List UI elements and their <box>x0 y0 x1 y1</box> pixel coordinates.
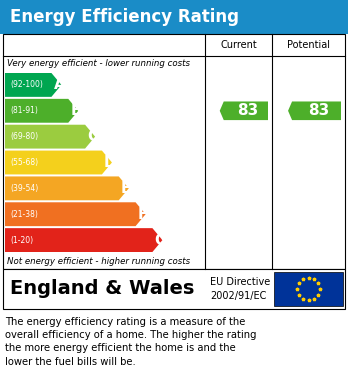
Text: Energy Efficiency Rating: Energy Efficiency Rating <box>10 8 239 26</box>
Text: B: B <box>70 103 82 118</box>
Text: E: E <box>121 181 131 196</box>
Text: (1-20): (1-20) <box>10 235 33 245</box>
Text: (81-91): (81-91) <box>10 106 38 115</box>
Polygon shape <box>5 99 78 123</box>
Text: Potential: Potential <box>287 40 330 50</box>
Text: A: A <box>54 77 65 92</box>
Text: 83: 83 <box>308 103 329 118</box>
Text: The energy efficiency rating is a measure of the
overall efficiency of a home. T: The energy efficiency rating is a measur… <box>5 317 256 367</box>
Polygon shape <box>5 202 145 226</box>
Text: England & Wales: England & Wales <box>10 280 195 298</box>
Text: 2002/91/EC: 2002/91/EC <box>210 291 266 301</box>
Text: (55-68): (55-68) <box>10 158 38 167</box>
Text: (21-38): (21-38) <box>10 210 38 219</box>
Polygon shape <box>5 176 129 200</box>
Text: Very energy efficient - lower running costs: Very energy efficient - lower running co… <box>7 59 190 68</box>
Bar <box>3 269 345 309</box>
Bar <box>0 0 348 34</box>
Bar <box>274 272 343 306</box>
Polygon shape <box>5 151 112 174</box>
Bar <box>3 34 345 269</box>
Text: (69-80): (69-80) <box>10 132 38 141</box>
Text: D: D <box>104 155 117 170</box>
Text: C: C <box>87 129 98 144</box>
Polygon shape <box>5 125 95 149</box>
Polygon shape <box>5 228 163 252</box>
Polygon shape <box>288 102 341 120</box>
Text: EU Directive: EU Directive <box>210 277 270 287</box>
Text: Not energy efficient - higher running costs: Not energy efficient - higher running co… <box>7 256 190 265</box>
Text: 83: 83 <box>237 103 259 118</box>
Polygon shape <box>220 102 268 120</box>
Polygon shape <box>5 73 62 97</box>
Text: (92-100): (92-100) <box>10 81 43 90</box>
Text: (39-54): (39-54) <box>10 184 38 193</box>
Text: Current: Current <box>220 40 257 50</box>
Text: G: G <box>155 233 167 248</box>
Text: F: F <box>137 207 148 222</box>
